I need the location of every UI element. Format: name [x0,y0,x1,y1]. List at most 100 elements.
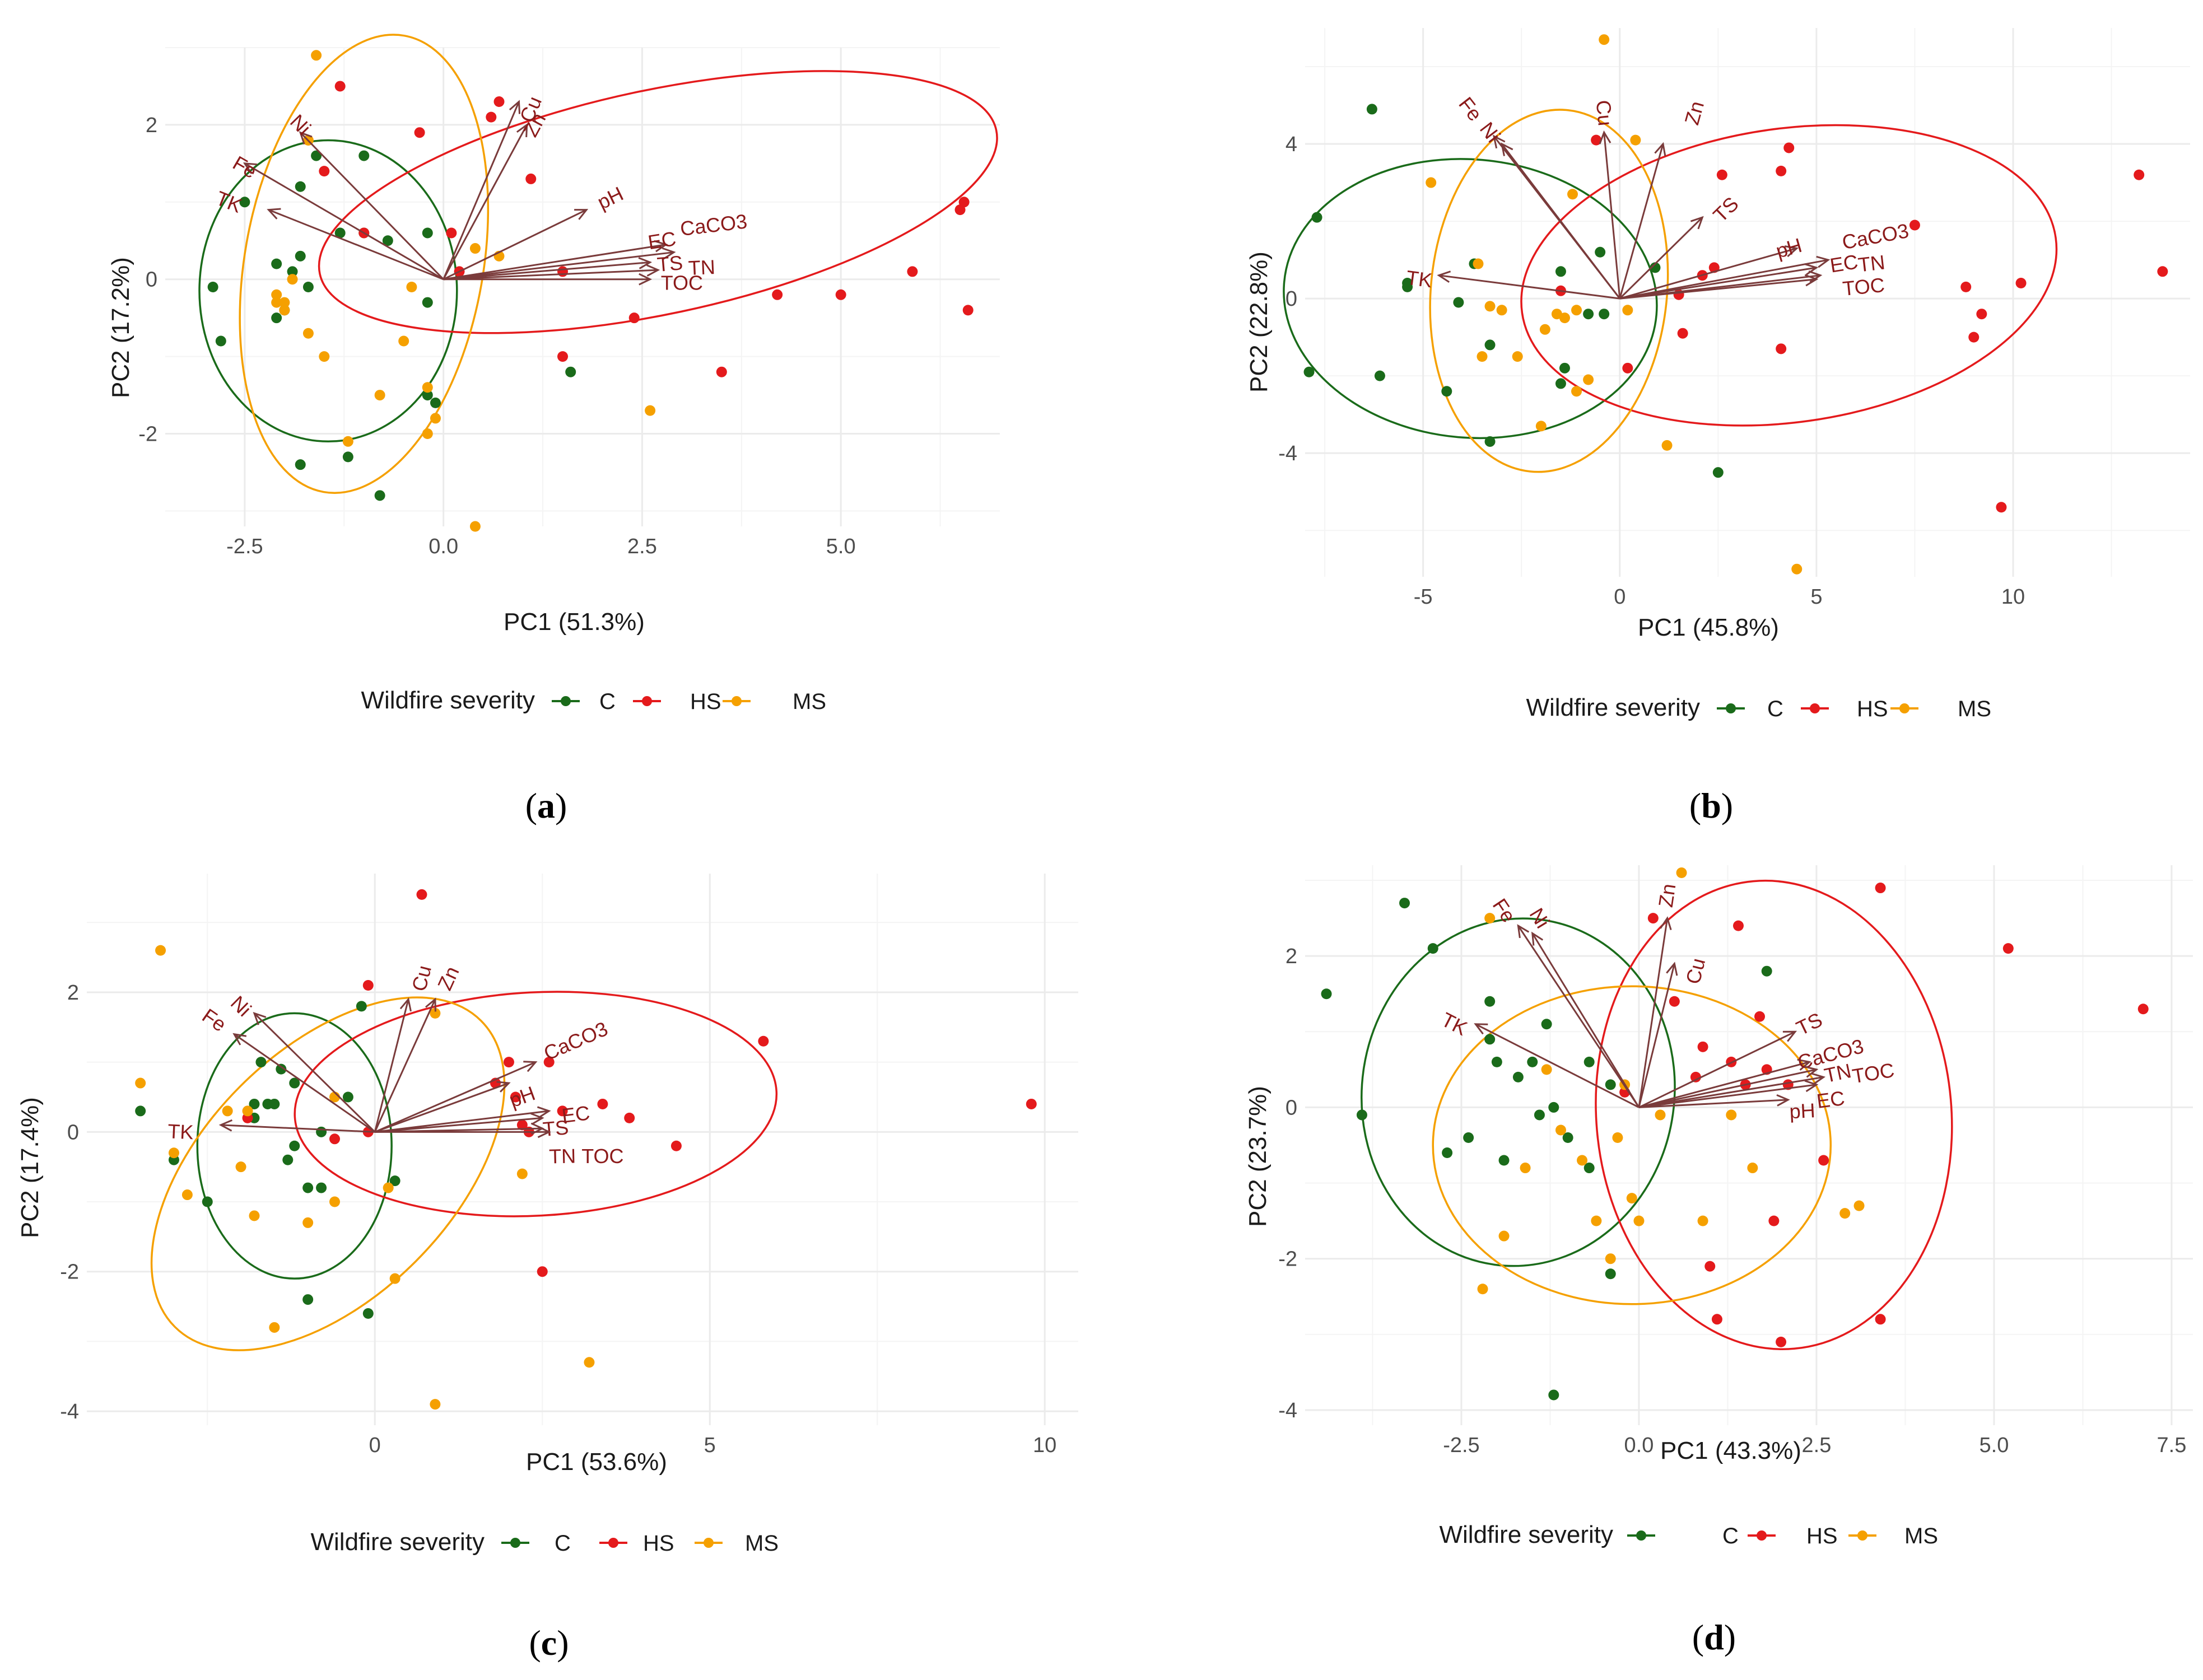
panel-b-loading-arrowhead-caco3 [1816,255,1831,268]
panel-d-point-ms [1747,1163,1758,1174]
panel-a-point-ms [469,243,481,254]
panel-d-point-ms [1626,1193,1637,1204]
panel-a-point-c [295,459,306,470]
panel-c-point-c [202,1196,213,1207]
panel-d-point-c [1321,988,1332,1000]
panel-d-point-hs [1732,920,1744,931]
panel-c-point-hs [543,1057,555,1068]
panel-d-loading-arrowhead-ts [1782,1030,1797,1042]
panel-c-y-axis-title: PC2 (17.4%) [16,1097,44,1238]
panel-c-y-tick-label: -2 [60,1261,79,1284]
panel-b-point-ms [1551,309,1562,320]
panel-a-loading-arrow-ph [443,209,587,281]
panel-a-point-c [422,390,433,401]
panel-d-legend-key-c-dot [1636,1530,1646,1541]
panel-a-point-ms [279,297,290,308]
panel-d-point-ms [1676,867,1687,879]
panel-a-loading-arrow-tn [443,269,658,281]
panel-b-loading-arrow-ph [1619,247,1797,300]
panel-c-point-c [356,1001,367,1012]
panel-a-loading-arrowhead-tn [646,264,660,277]
panel-d-loading-arrow-zn [1638,918,1669,1108]
panel-d-point-ms [1633,1215,1645,1226]
panel-b-point-hs [2134,169,2145,180]
panel-b-loading-arrowhead-ts [1690,216,1704,230]
panel-b-point-hs [1996,502,2007,513]
panel-b-point-ms [1496,305,1507,316]
panel-c-point-hs [503,1057,514,1068]
panel-c-loading-label-ph: pH [506,1081,538,1112]
panel-d-loading-label-ts: TS [1792,1008,1825,1040]
panel-a-y-tick-label: -2 [138,423,157,446]
panel-a-point-c [239,197,250,208]
panel-b-legend-label-ms: MS [1958,697,1991,721]
panel-c-loading-arrowhead-toc [537,1126,551,1138]
panel-c-point-c [316,1182,327,1193]
panel-b-loading-arrow-cu [1603,132,1621,299]
panel-d-loading-label-zn: Zn [1654,882,1680,909]
panel-b-loading-arrow-ec [1619,267,1817,300]
panel-c-legend-label-hs: HS [643,1531,674,1556]
panel-a-x-tick-label: 2.5 [627,535,657,558]
panel-d-loading-arrowhead-fe [1517,924,1530,939]
panel-a-point-hs [525,173,537,184]
panel-b-point-c [1712,467,1724,478]
panel-b-point-ms [1484,301,1496,312]
panel-c-ellipse-ms [150,996,506,1351]
panel-b-point-c [1303,366,1315,377]
panel-d-point-c [1541,1019,1552,1030]
panel-c-point-c [362,1308,374,1319]
panel-a-loading-arrowhead-ph [574,209,589,220]
panel-c-point-c [135,1105,146,1117]
panel-d-point-hs [1669,996,1680,1007]
panel-b-point-c [1441,386,1452,397]
panel-c-loading-arrowhead-ph [496,1081,511,1093]
panel-c-point-c [249,1098,260,1109]
panel-d-point-c [1484,1034,1496,1045]
panel-b-legend-label-hs: HS [1857,697,1888,721]
panel-c-point-hs [557,1105,568,1117]
panel-b-loading-arrow-tk [1438,274,1620,300]
panel-c-point-hs [516,1119,528,1131]
panel-b-point-hs [1591,134,1602,146]
panel-c-label: (c) [529,1623,569,1663]
panel-b-legend-label-c: C [1767,697,1783,721]
panel-c-point-hs [537,1266,548,1277]
panel-a-loading-arrowhead-ni [299,131,313,145]
panel-a-x-tick-label: 0.0 [429,535,458,558]
panel-d-loading-label-tn: TN [1822,1059,1853,1087]
panel-d-loading-arrow-caco3 [1638,1061,1810,1108]
panel-c-loading-arrow-zn [374,998,436,1132]
panel-c-loading-label-ec: EC [561,1101,591,1127]
panel-c-ellipse-c [196,1012,393,1280]
panel-a-point-ms [430,413,441,424]
panel-b-point-ms [1559,312,1570,324]
panel-b-point-ms [1477,351,1488,362]
panel-b-point-c [1402,281,1413,292]
panel-d-x-axis-title: PC1 (43.3%) [1660,1437,1801,1464]
panel-a-legend-key-ms-dot [732,696,742,706]
panel-b-x-tick-label: 5 [1810,585,1822,609]
panel-b-legend-key-hs-dot [1810,703,1820,713]
panel-a-grid [165,47,1000,526]
panel-a-y-tick-label: 2 [146,114,157,137]
panel-d-ellipse-ms [1432,985,1832,1305]
panel-b-loading-label-toc: TOC [1842,273,1886,300]
panel-b-loading-arrow-zn [1619,143,1664,299]
panel-b-point-hs [1976,309,1987,320]
panel-c-point-hs [329,1133,340,1145]
panel-d-y-tick-label: -4 [1278,1399,1297,1422]
panel-b-y-tick-label: 0 [1286,287,1297,311]
panel-a-point-c [422,227,433,239]
panel-a-legend-label-c: C [599,689,616,714]
panel-b-point-ms [1630,134,1641,146]
panel-a-point-hs [486,111,497,123]
panel-c-point-c [289,1077,300,1089]
panel-c-x-tick-label: 10 [1033,1434,1056,1457]
panel-d-point-ms [1498,1230,1510,1242]
panel-a-point-c [342,451,353,463]
panel-a-loading-label-caco3: CaCO3 [679,209,748,240]
panel-a-point-c [287,266,298,277]
panel-a-loading-arrow-ni [300,132,444,280]
